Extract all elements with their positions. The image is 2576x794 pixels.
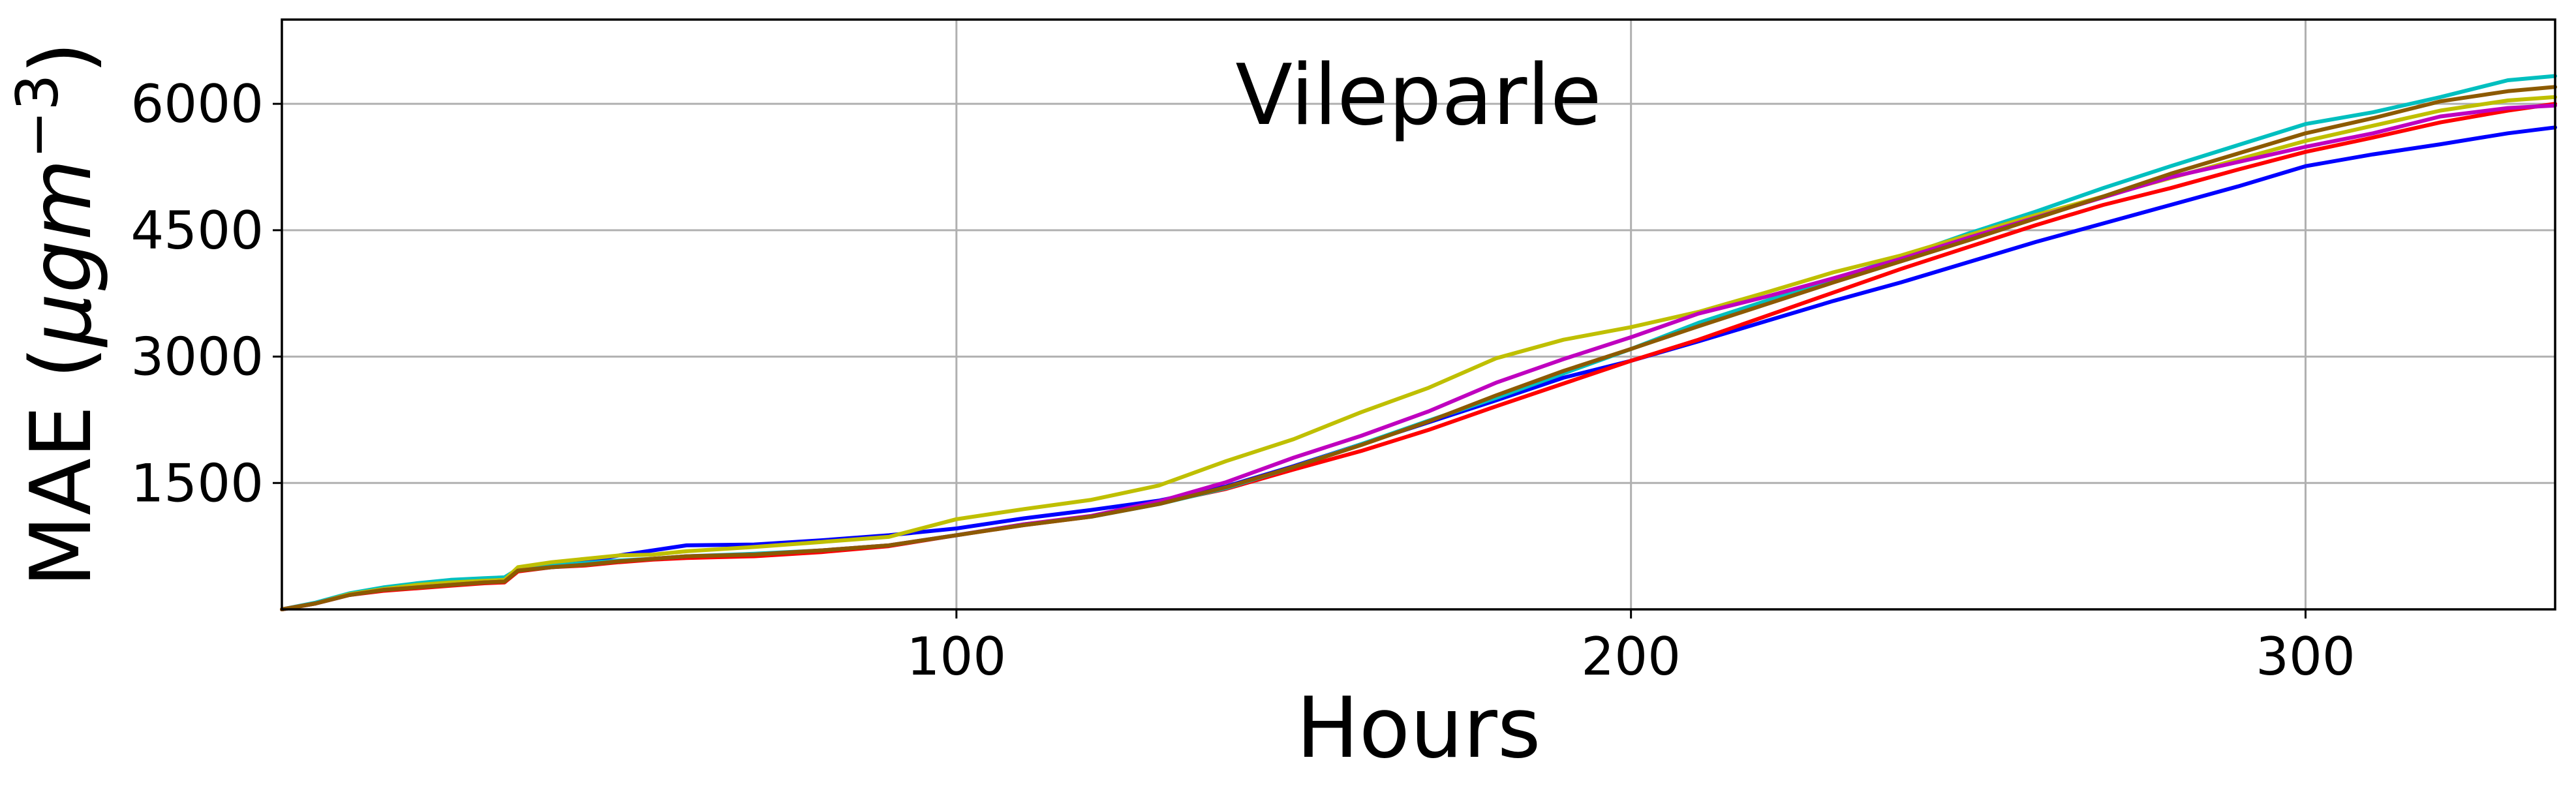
- x-tick-label: 300: [2256, 626, 2355, 687]
- y-tick-label: 4500: [130, 200, 264, 261]
- y-tick-label: 6000: [130, 74, 264, 134]
- series-line-1: [280, 125, 2557, 611]
- series-line-6: [280, 85, 2557, 611]
- series-line-3: [280, 74, 2557, 611]
- chart-title: Vileparle: [1235, 47, 1601, 144]
- axis-ticks: 100 200 300 1500 3000 4500 6000: [130, 74, 2355, 687]
- plot-frame: [281, 18, 2556, 611]
- series-lines: [280, 74, 2557, 611]
- y-axis-title-exponent: −3: [4, 74, 71, 159]
- y-tick-label: 1500: [130, 453, 264, 513]
- y-axis-title-prefix: MAE (: [13, 346, 110, 588]
- y-axis-title-unit: gm: [13, 159, 110, 293]
- y-axis-title-mu: μ: [13, 293, 110, 347]
- x-tick-label: 100: [906, 626, 1006, 687]
- y-tick-label: 3000: [130, 327, 264, 388]
- series-line-4: [280, 95, 2557, 611]
- x-tick-label: 200: [1581, 626, 1681, 687]
- x-axis-title: Hours: [1296, 680, 1541, 777]
- grid: [282, 20, 2555, 609]
- y-axis-title-suffix: ): [13, 42, 110, 74]
- y-axis-title: MAE (μgm−3): [4, 42, 110, 588]
